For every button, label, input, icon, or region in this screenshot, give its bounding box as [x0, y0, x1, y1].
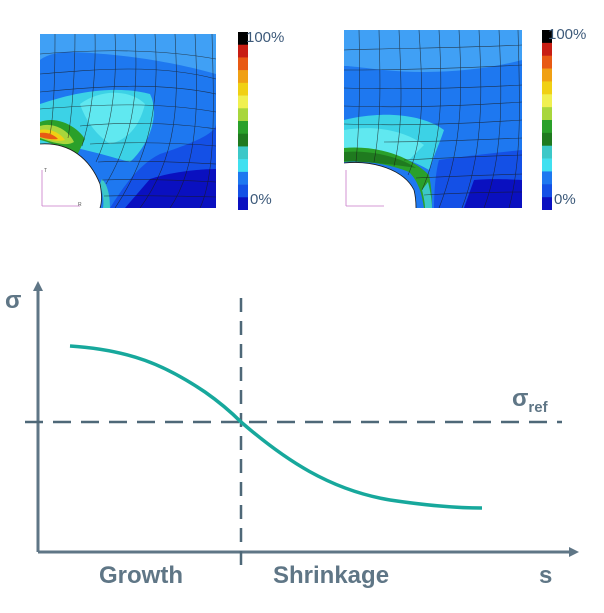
legend-band	[542, 68, 552, 82]
legend-band	[542, 30, 552, 44]
legend-band	[542, 171, 552, 185]
fe-result-panel-right	[344, 30, 522, 208]
x-axis-label: s	[539, 562, 553, 589]
legend-band	[238, 197, 248, 210]
legend-band	[238, 57, 248, 71]
growth-label: Growth	[99, 562, 183, 589]
reference-stress-label-main: σ	[512, 385, 529, 412]
legend-band	[542, 132, 552, 147]
fe-mini-axis-horizontal: R	[78, 202, 82, 208]
legend-band	[238, 32, 248, 46]
legend-right-max-label: 100%	[548, 26, 587, 43]
legend-band	[542, 158, 552, 172]
legend-band	[542, 107, 552, 121]
legend-band	[238, 146, 248, 160]
legend-band	[238, 159, 248, 173]
legend-band	[542, 145, 552, 159]
legend-left-min-label: 0%	[250, 191, 272, 208]
fe-mini-axis-vertical: T	[44, 168, 47, 174]
legend-band	[238, 70, 248, 84]
legend-band	[542, 184, 552, 198]
legend-band	[238, 184, 248, 198]
fe-result-panel-left: T R	[40, 34, 216, 208]
legend-band	[542, 197, 552, 210]
color-legend-left	[238, 32, 248, 210]
stress-curve	[69, 344, 483, 510]
reference-stress-label: σref	[512, 385, 548, 416]
legend-band	[238, 121, 248, 135]
legend-band	[238, 95, 248, 109]
legend-band	[238, 133, 248, 147]
legend-right-min-label: 0%	[554, 191, 576, 208]
legend-band	[542, 94, 552, 108]
legend-band	[238, 82, 248, 96]
legend-band	[542, 42, 552, 57]
legend-band	[238, 108, 248, 122]
reference-stress-label-sub: ref	[528, 399, 548, 416]
legend-band	[238, 44, 248, 58]
shrinkage-label: Shrinkage	[273, 562, 390, 589]
color-legend-right	[542, 30, 552, 210]
legend-band	[542, 55, 552, 69]
y-axis-label: σ	[5, 287, 22, 314]
legend-band	[238, 171, 248, 185]
legend-band	[542, 120, 552, 134]
legend-left-max-label: 100%	[246, 29, 285, 46]
legend-band	[542, 81, 552, 95]
